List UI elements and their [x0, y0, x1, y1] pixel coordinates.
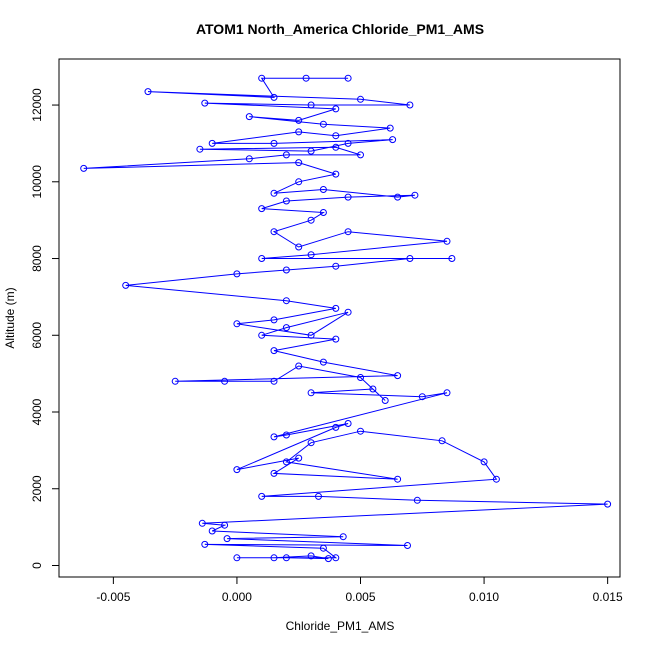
y-tick-label: 0 [30, 562, 44, 569]
x-tick-label: 0.010 [469, 590, 499, 604]
x-tick-label: 0.015 [593, 590, 623, 604]
y-tick-label: 12000 [30, 88, 44, 122]
series-line [84, 78, 608, 558]
chart-title: ATOM1 North_America Chloride_PM1_AMS [196, 21, 484, 37]
y-tick-label: 8000 [30, 245, 44, 272]
x-axis-label: Chloride_PM1_AMS [286, 619, 395, 633]
x-axis: -0.005 0.000 0.005 0.010 0.015 [96, 577, 623, 604]
y-tick-label: 10000 [30, 165, 44, 199]
y-axis: 0 2000 4000 6000 8000 10000 12000 [30, 88, 59, 569]
y-tick-label: 4000 [30, 398, 44, 425]
series-layer [81, 75, 611, 561]
y-axis-label: Altitude (m) [3, 287, 17, 348]
y-tick-label: 2000 [30, 475, 44, 502]
y-tick-label: 6000 [30, 322, 44, 349]
x-tick-label: -0.005 [96, 590, 130, 604]
x-tick-label: 0.000 [222, 590, 252, 604]
x-tick-label: 0.005 [345, 590, 375, 604]
